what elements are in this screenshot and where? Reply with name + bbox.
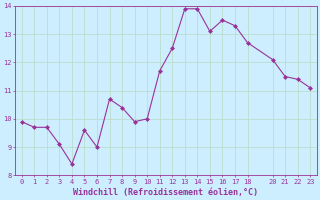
X-axis label: Windchill (Refroidissement éolien,°C): Windchill (Refroidissement éolien,°C)	[74, 188, 259, 197]
